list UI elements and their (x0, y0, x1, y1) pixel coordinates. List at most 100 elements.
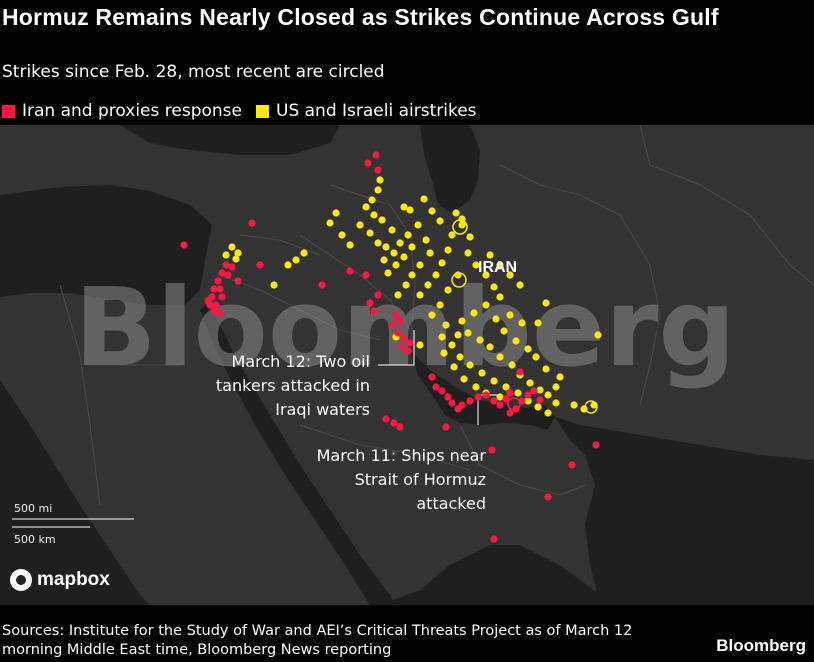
us-israeli-strike-dot (428, 207, 436, 215)
us-israeli-strike-dot (404, 231, 412, 239)
iran-proxy-strike-dot (448, 399, 456, 407)
us-israeli-strike-dot (454, 331, 462, 339)
us-israeli-strike-dot (450, 363, 458, 371)
us-israeli-strike-dot (496, 261, 504, 269)
us-israeli-strike-dot (366, 229, 374, 237)
us-israeli-strike-dot (292, 256, 300, 264)
caspian-sea (420, 125, 480, 213)
iran-proxy-strike-dot (370, 307, 378, 315)
iran-proxy-strike-dot (392, 311, 400, 319)
iran-proxy-strike-dot (432, 383, 440, 391)
us-israeli-strike-dot (482, 271, 490, 279)
bloomberg-logo: Bloomberg (716, 636, 806, 655)
legend: Iran and proxies response US and Israeli… (2, 100, 491, 122)
us-israeli-strike-dot (284, 261, 292, 269)
us-israeli-strike-dot (402, 281, 410, 289)
us-israeli-strike-dot (452, 209, 460, 217)
us-israeli-strike-dot (518, 319, 526, 327)
us-israeli-strike-dot (544, 391, 552, 399)
iran-proxy-strike-dot (248, 219, 256, 227)
iran-proxy-strike-dot (474, 393, 482, 401)
iran-proxy-strike-dot (228, 263, 236, 271)
iran-proxy-strike-dot (218, 293, 226, 301)
us-israeli-strike-dot (496, 353, 504, 361)
legend-swatch-yellow (256, 104, 269, 118)
us-israeli-strike-dot (440, 349, 448, 357)
us-israeli-strike-dot (594, 331, 602, 339)
us-israeli-strike-dot (464, 329, 472, 337)
us-israeli-strike-dot (416, 291, 424, 299)
mapbox-attribution[interactable]: mapbox (10, 569, 110, 591)
us-israeli-strike-dot (492, 315, 500, 323)
iran-proxy-strike-dot (398, 343, 406, 351)
recent-red-circles (507, 397, 521, 411)
us-israeli-strike-dot (466, 361, 474, 369)
iran-proxy-strike-dot (444, 393, 452, 401)
iran-proxy-strike-dot (482, 391, 490, 399)
mapbox-icon (10, 569, 32, 591)
chart-title: Hormuz Remains Nearly Closed as Strikes … (2, 4, 719, 30)
mediterranean-sea (0, 185, 212, 305)
us-israeli-strike-dot (270, 281, 278, 289)
iran-proxy-strike-dot (502, 395, 510, 403)
us-israeli-strike-dot (420, 195, 428, 203)
iran-proxy-strike-dot (458, 401, 466, 409)
chart-subtitle: Strikes since Feb. 28, most recent are c… (2, 62, 385, 82)
iran-proxy-strike-dot (394, 329, 402, 337)
us-israeli-strike-dot (376, 176, 384, 184)
us-israeli-strike-dot (526, 379, 534, 387)
us-israeli-strike-dot (542, 299, 550, 307)
us-israeli-strike-dot (482, 301, 490, 309)
iran-proxy-strike-dot (592, 441, 600, 449)
iran-proxy-strike-dot (442, 423, 450, 431)
iran-proxy-strike-dot (438, 387, 446, 395)
us-israeli-strike-dot (408, 243, 416, 251)
us-israeli-strike-dot (472, 261, 480, 269)
iran-proxy-strike-dot (524, 391, 532, 399)
us-israeli-strike-dot (544, 409, 552, 417)
us-israeli-strike-dot (382, 243, 390, 251)
iran-proxy-strike-dot (234, 277, 242, 285)
us-israeli-strike-dot (470, 309, 478, 317)
us-israeli-strike-dot (338, 231, 346, 239)
us-israeli-strike-dot (490, 377, 498, 385)
us-israeli-strike-dot (464, 249, 472, 257)
us-israeli-strike-dot (374, 239, 382, 247)
us-israeli-strike-dot (326, 219, 334, 227)
us-israeli-strike-dot (380, 256, 388, 264)
us-israeli-strike-dot (422, 236, 430, 244)
red-sea (200, 305, 395, 605)
us-israeli-strike-dot (396, 239, 404, 247)
us-israeli-strike-dot (458, 221, 466, 229)
annotation-iraq: March 12: Two oil tankers attacked in Ir… (216, 352, 370, 419)
iran-proxy-strike-dot (490, 535, 498, 543)
annotation-hormuz-line2: Strait of Hormuz (355, 470, 486, 489)
iran-proxy-strike-dot (214, 277, 222, 285)
iran-proxy-strike-dot (400, 335, 408, 343)
iran-proxy-strike-dot (516, 368, 524, 376)
iran-proxy-strike-dot (506, 409, 514, 417)
us-israeli-strike-dot (514, 389, 522, 397)
iran-proxy-strike-markers (180, 151, 600, 543)
us-israeli-strike-dot (472, 383, 480, 391)
iran-proxy-strike-dot (390, 419, 398, 427)
us-israeli-strike-dot (400, 203, 408, 211)
us-israeli-strike-dot (506, 311, 514, 319)
legend-label-iran: Iran and proxies response (22, 101, 242, 121)
us-israeli-strike-dot (490, 283, 498, 291)
us-israeli-strike-dot (388, 226, 396, 234)
annotation-iraq-line2: tankers attacked in (216, 376, 370, 395)
map[interactable]: Bloomberg IRAN March 12: Two oil tankers… (0, 125, 814, 605)
iran-proxy-strike-dot (568, 461, 576, 469)
iran-proxy-strike-dot (396, 423, 404, 431)
us-israeli-strike-dot (374, 186, 382, 194)
recent-strike-circles (451, 219, 598, 414)
annotation-iraq-line3: Iraqi waters (275, 400, 370, 419)
us-israeli-strike-dot (408, 271, 416, 279)
legend-item-us-israel: US and Israeli airstrikes (256, 100, 477, 122)
iran-proxy-strike-dot (374, 166, 382, 174)
us-israeli-strike-dot (332, 209, 340, 217)
country-borders (59, 125, 814, 506)
iran-proxy-strike-dot (180, 241, 188, 249)
us-israeli-strike-dot (500, 327, 508, 335)
